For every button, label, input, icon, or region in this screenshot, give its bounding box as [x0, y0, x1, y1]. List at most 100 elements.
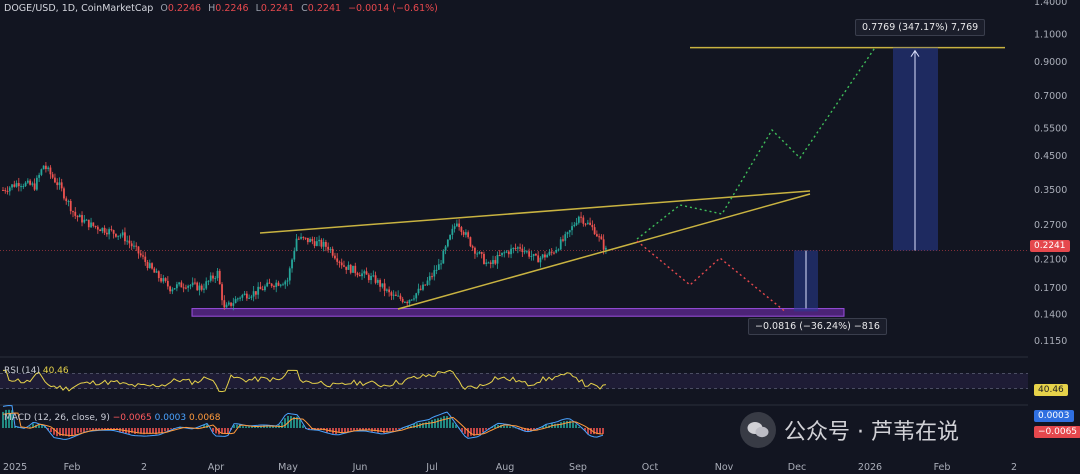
macd-name[interactable]: MACD (12, 26, close, 9) [4, 413, 110, 423]
macd-bar [254, 426, 256, 428]
candle-body [221, 284, 223, 301]
macd-bar [365, 428, 367, 431]
price-change: −0.0014 (−0.61%) [348, 3, 438, 14]
candle-body [442, 250, 445, 264]
macd-bar [92, 428, 94, 431]
candle-body [507, 251, 510, 255]
candle-body [56, 182, 59, 186]
macd-bar [212, 428, 214, 432]
macd-bar [341, 428, 343, 434]
candle-body [139, 253, 142, 256]
candle-body [148, 263, 151, 268]
candle-body [31, 183, 34, 185]
candle-body [189, 285, 192, 287]
rsi-line [3, 369, 606, 393]
macd-bar [251, 425, 253, 428]
candle-body [453, 226, 456, 229]
candle-body [600, 236, 603, 240]
candle-body [577, 216, 580, 223]
candle-body [162, 278, 165, 282]
macd-bar [86, 428, 88, 431]
candle-body [413, 298, 415, 300]
macd-bar [452, 422, 454, 428]
candle-body [304, 237, 307, 239]
macd-bar [329, 428, 331, 432]
macd-bar [437, 418, 439, 428]
candle-body [142, 255, 144, 257]
macd-bar [599, 428, 601, 434]
candle-body [273, 286, 275, 288]
candle-body [266, 282, 269, 287]
candle-body [94, 225, 97, 227]
time-tick-label: 2 [141, 462, 147, 473]
candle-body [564, 234, 567, 241]
candle-body [435, 269, 438, 271]
macd-bar [386, 428, 388, 432]
candle-body [469, 237, 472, 247]
macd-bar [443, 416, 445, 428]
candle-body [352, 265, 354, 273]
macd-bar [29, 426, 31, 428]
candle-body [166, 280, 169, 287]
candle-body [404, 301, 406, 303]
candle-body [279, 284, 282, 286]
candle-body [160, 278, 162, 282]
macd-bar [71, 428, 73, 436]
rsi-value: 40.46 [42, 366, 69, 376]
macd-bar [296, 416, 298, 428]
candle-body [128, 240, 131, 244]
candle-body [26, 180, 29, 183]
candle-body [410, 299, 413, 301]
candle-body [598, 236, 601, 238]
candle-body [388, 289, 391, 293]
macd-bar [260, 425, 262, 428]
candle-body [207, 280, 210, 282]
candle-body [137, 246, 140, 254]
candle-body [428, 276, 431, 281]
candle-body [241, 295, 244, 298]
candle-body [514, 247, 517, 249]
macd-bar [203, 424, 205, 428]
candle-body [361, 273, 363, 277]
candle-body [259, 286, 262, 290]
candle-body [74, 211, 77, 216]
candle-body [126, 240, 129, 242]
candle-body [494, 260, 497, 264]
price-tick-label: 0.4500 [1034, 151, 1067, 162]
candle-body [444, 246, 447, 251]
candle-body [595, 234, 598, 237]
macd-bar [80, 428, 82, 433]
candle-body [196, 282, 199, 291]
candle-body [24, 182, 27, 187]
macd-bar [113, 428, 115, 430]
candle-body [327, 246, 330, 250]
candle-body [255, 291, 257, 295]
candle-body [311, 238, 314, 242]
candle-body [478, 252, 481, 254]
macd-bar [290, 416, 292, 428]
symbol-pair[interactable]: DOGE/USD, 1D, CoinMarketCap [4, 3, 154, 14]
candle-body [169, 286, 171, 292]
price-tick-label: 0.5500 [1034, 124, 1067, 135]
candle-body [505, 251, 508, 253]
macd-bar [65, 428, 67, 436]
candle-body [40, 169, 43, 175]
candle-body [76, 215, 79, 218]
candle-body [239, 297, 241, 299]
candle-body [489, 262, 492, 264]
candle-body [345, 266, 348, 270]
candle-body [462, 231, 465, 235]
candle-body [544, 254, 546, 258]
candle-body [347, 264, 350, 270]
macd-bar [449, 417, 451, 428]
candle-body [535, 254, 537, 256]
macd-bar [392, 428, 394, 432]
candle-body [212, 275, 214, 279]
candle-body [480, 252, 483, 254]
candle-body [297, 238, 300, 240]
candle-body [185, 287, 187, 289]
candle-body [191, 282, 194, 286]
candle-body [108, 229, 111, 235]
rsi-name[interactable]: RSI (14) [4, 366, 40, 376]
